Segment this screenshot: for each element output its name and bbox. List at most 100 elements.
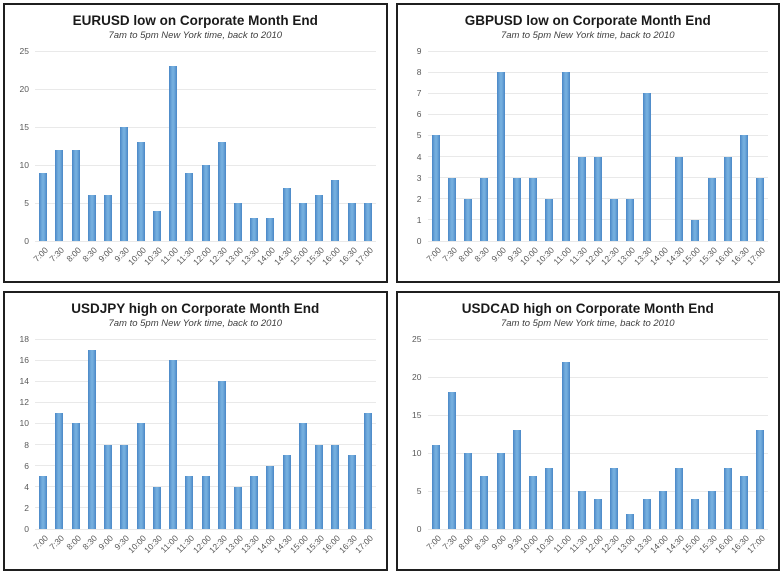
y-tick-label: 20 bbox=[412, 372, 422, 382]
bar bbox=[480, 475, 489, 529]
y-tick-label: 25 bbox=[19, 46, 29, 56]
gridline bbox=[35, 380, 376, 382]
bar bbox=[87, 195, 96, 241]
bar bbox=[185, 172, 194, 241]
bar bbox=[675, 156, 684, 241]
y-tick-label: 0 bbox=[24, 524, 29, 534]
gridline bbox=[427, 113, 768, 115]
y-tick-label: 20 bbox=[19, 84, 29, 94]
bar bbox=[431, 135, 440, 241]
bar bbox=[756, 177, 765, 241]
chart-panel-gbpusd-low: GBPUSD low on Corporate Month End 7am to… bbox=[395, 3, 780, 283]
bar bbox=[594, 498, 602, 529]
bar bbox=[315, 444, 324, 529]
bar bbox=[217, 381, 226, 529]
bar bbox=[480, 177, 489, 241]
bar bbox=[363, 203, 372, 241]
gridline bbox=[35, 528, 376, 530]
gridline bbox=[35, 88, 376, 90]
gridline bbox=[427, 376, 768, 378]
chart-panel-usdcad-high: USDCAD high on Corporate Month End 7am t… bbox=[395, 291, 780, 571]
bar bbox=[201, 165, 210, 241]
bar bbox=[610, 198, 619, 241]
bar bbox=[496, 453, 505, 529]
bar bbox=[561, 361, 570, 529]
y-tick-label: 5 bbox=[416, 130, 422, 141]
bar bbox=[496, 72, 505, 241]
bar bbox=[723, 468, 732, 529]
gridline bbox=[427, 71, 768, 73]
y-tick-label: 16 bbox=[19, 355, 29, 366]
bar bbox=[233, 486, 242, 529]
plot-area: 0 2 4 6 8 10 12 14 16 18 7:00 7:30 8:00 8:30 9:00 9:30 1… bbox=[20, 334, 376, 555]
bar bbox=[120, 444, 129, 529]
chart-subtitle: 7am to 5pm New York time, back to 2010 bbox=[500, 318, 675, 329]
y-tick-label: 4 bbox=[24, 481, 29, 492]
bar bbox=[39, 172, 48, 241]
y-tick-label: 2 bbox=[24, 502, 29, 513]
bar bbox=[120, 127, 129, 241]
chart-title: USDJPY high on Corporate Month End bbox=[71, 301, 320, 316]
bar bbox=[642, 93, 651, 241]
gridline bbox=[35, 359, 376, 361]
gridline bbox=[427, 134, 768, 136]
y-tick-label: 14 bbox=[19, 376, 29, 387]
bar bbox=[561, 72, 570, 241]
bar bbox=[740, 135, 749, 241]
bar bbox=[71, 149, 80, 241]
bar bbox=[250, 218, 259, 241]
bar bbox=[464, 198, 473, 241]
bar bbox=[691, 498, 700, 529]
bar bbox=[298, 423, 307, 529]
bar bbox=[282, 187, 291, 241]
y-tick-label: 18 bbox=[19, 334, 29, 344]
bar bbox=[87, 349, 96, 529]
gridline bbox=[427, 414, 768, 416]
y-tick-label: 0 bbox=[416, 524, 422, 534]
bar bbox=[675, 468, 684, 529]
y-tick-label: 10 bbox=[19, 160, 29, 170]
bar-chart-eurusd: 0 5 10 15 20 25 7:00 7:30 8:00 8:30 9:00 9:30 10:00 1… bbox=[5, 45, 386, 281]
chart-title: USDCAD high on Corporate Month End bbox=[461, 301, 714, 316]
bar bbox=[266, 465, 275, 529]
bar bbox=[577, 491, 586, 529]
bar bbox=[55, 149, 64, 241]
y-tick-label: 6 bbox=[24, 460, 29, 471]
bar bbox=[447, 177, 456, 241]
chart-title: EURUSD low on Corporate Month End bbox=[72, 13, 318, 28]
gridline bbox=[35, 465, 376, 467]
bar bbox=[626, 198, 635, 241]
bar bbox=[152, 210, 161, 241]
bar bbox=[282, 455, 291, 529]
bar bbox=[707, 177, 716, 241]
bar bbox=[217, 142, 226, 241]
bar bbox=[512, 430, 521, 529]
bar bbox=[136, 142, 145, 241]
bar bbox=[104, 444, 113, 529]
gridline bbox=[35, 50, 376, 52]
bar bbox=[331, 180, 340, 241]
gridline bbox=[427, 50, 768, 52]
bar bbox=[266, 218, 275, 241]
bar bbox=[39, 476, 48, 529]
chart-subtitle: 7am to 5pm New York time, back to 2010 bbox=[108, 30, 283, 41]
bar bbox=[447, 392, 456, 529]
bar bbox=[233, 203, 242, 241]
gridline bbox=[427, 240, 768, 242]
gridline bbox=[35, 338, 376, 340]
gridline bbox=[427, 92, 768, 94]
gridline bbox=[35, 401, 376, 403]
bar bbox=[104, 195, 113, 241]
bar bbox=[626, 513, 635, 529]
gridline bbox=[427, 156, 768, 158]
gridline bbox=[427, 338, 768, 340]
y-tick-label: 8 bbox=[24, 439, 29, 450]
bar bbox=[464, 453, 473, 529]
bar bbox=[642, 498, 651, 529]
bar bbox=[545, 198, 554, 241]
bar bbox=[594, 156, 602, 241]
bar bbox=[707, 491, 716, 529]
gridline bbox=[35, 444, 376, 446]
y-tick-label: 3 bbox=[416, 172, 422, 183]
bar bbox=[545, 468, 554, 529]
